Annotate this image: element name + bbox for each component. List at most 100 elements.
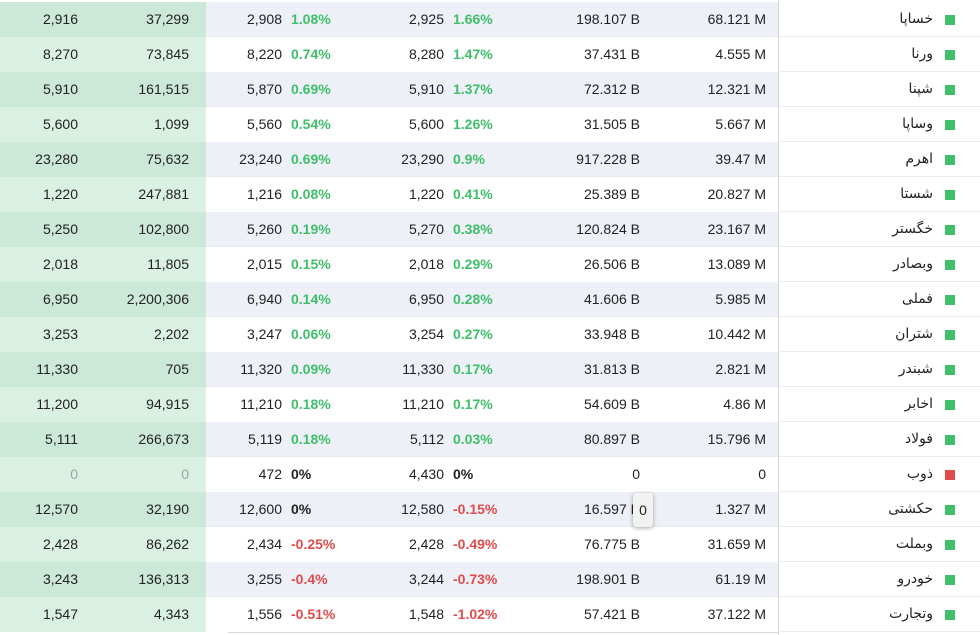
row-background: [206, 352, 778, 387]
last-price: 1,556: [246, 606, 282, 622]
close-price: 6,950: [408, 291, 444, 307]
trade-volume: 23.167 M: [707, 221, 766, 237]
close-price-change: -0.49%: [453, 536, 498, 552]
row-background: [0, 527, 206, 562]
symbol-name[interactable]: اهرم: [905, 151, 933, 167]
trade-volume: 13.089 M: [707, 256, 766, 272]
buy-price: 1,547: [42, 606, 78, 622]
table-row[interactable]: 5,250 102,800 5,260 0.19% 5,270 0.38% 120.824 …: [0, 212, 980, 247]
trade-volume: 2.821 M: [715, 361, 766, 377]
trade-value: 57.421 B: [583, 606, 640, 622]
trade-volume: 61.19 M: [715, 571, 766, 587]
table-row[interactable]: 0 0 472 0% 4,430 0% 0 0 ذوب: [0, 457, 980, 492]
table-row[interactable]: 8,270 73,845 8,220 0.74% 8,280 1.47% 37.431 B 4…: [0, 37, 980, 72]
table-row[interactable]: 1,547 4,343 1,556 -0.51% 1,548 -1.02% 57.421 B…: [0, 597, 980, 632]
table-row[interactable]: 6,950 2,200,306 6,940 0.14% 6,950 0.28% 41.606…: [0, 282, 980, 317]
last-price: 8,220: [246, 46, 282, 62]
row-background: [206, 387, 778, 422]
table-row[interactable]: 2,428 86,262 2,434 -0.25% 2,428 -0.49% 76.775 …: [0, 527, 980, 562]
symbol-name[interactable]: شبندر: [898, 361, 933, 377]
status-indicator-icon: [945, 190, 955, 200]
last-price: 11,320: [240, 361, 282, 377]
symbol-name[interactable]: خساپا: [899, 11, 933, 27]
table-row[interactable]: 5,600 1,099 5,560 0.54% 5,600 1.26% 31.505 B 5.…: [0, 107, 980, 142]
last-price: 5,560: [246, 116, 282, 132]
status-indicator-icon: [945, 365, 955, 375]
table-row[interactable]: 11,330 705 11,320 0.09% 11,330 0.17% 31.813 B 2…: [0, 352, 980, 387]
buy-price: 2,428: [42, 536, 78, 552]
status-indicator-icon: [945, 15, 955, 25]
buy-volume: 94,915: [146, 396, 189, 412]
symbol-name[interactable]: اخابر: [904, 396, 933, 412]
last-price-change: 0.69%: [291, 151, 331, 167]
row-background: [0, 282, 206, 317]
table-row[interactable]: 12,570 32,190 12,600 0% 12,580 -0.15% 16.597 B…: [0, 492, 980, 527]
symbol-name[interactable]: خگستر: [892, 221, 933, 237]
symbol-name[interactable]: ذوب: [906, 466, 933, 482]
table-row[interactable]: 2,916 37,299 2,908 1.08% 2,925 1.66% 198.107 B…: [0, 2, 980, 37]
last-price-change: 0%: [291, 501, 312, 517]
buy-volume: 161,515: [138, 81, 189, 97]
symbol-name[interactable]: فملی: [901, 291, 933, 307]
buy-volume: 32,190: [146, 501, 189, 517]
buy-price: 3,243: [42, 571, 78, 587]
last-price-change: 0.14%: [291, 291, 331, 307]
symbol-name[interactable]: شتران: [895, 326, 933, 342]
last-price: 2,434: [246, 536, 282, 552]
row-background: [0, 142, 206, 177]
close-price: 23,290: [401, 151, 444, 167]
row-background: [206, 247, 778, 282]
last-price-change: 0.08%: [291, 186, 331, 202]
trade-volume: 68.121 M: [707, 11, 766, 27]
close-price-change: 0.27%: [453, 326, 493, 342]
status-indicator-icon: [945, 330, 955, 340]
table-row[interactable]: 3,243 136,313 3,255 -0.4% 3,244 -0.73% 198.901…: [0, 562, 980, 597]
buy-price: 11,330: [36, 361, 78, 377]
table-row[interactable]: 3,253 2,202 3,247 0.06% 3,254 0.27% 33.948 B 10…: [0, 317, 980, 352]
table-row[interactable]: 23,280 75,632 23,240 0.69% 23,290 0.9% 917.228…: [0, 142, 980, 177]
symbol-name[interactable]: وتجارت: [889, 606, 933, 622]
last-price-change: 0%: [291, 466, 312, 482]
row-background: [206, 317, 778, 352]
status-indicator-icon: [945, 50, 955, 60]
row-background: [206, 177, 778, 212]
symbol-name[interactable]: فولاد: [904, 431, 933, 447]
status-indicator-icon: [945, 295, 955, 305]
buy-volume: 73,845: [146, 46, 189, 62]
symbol-name[interactable]: شپنا: [908, 81, 933, 97]
trade-value: 76.775 B: [583, 536, 640, 552]
table-row[interactable]: 1,220 247,881 1,216 0.08% 1,220 0.41% 25.389 B…: [0, 177, 980, 212]
table-row[interactable]: 5,111 266,673 5,119 0.18% 5,112 0.03% 80.897 B…: [0, 422, 980, 457]
value-tooltip: 0: [633, 493, 653, 527]
row-background: [779, 72, 980, 107]
symbol-name[interactable]: خودرو: [897, 571, 933, 587]
close-price: 2,925: [408, 11, 444, 27]
last-price-change: -0.4%: [291, 571, 328, 587]
row-background: [0, 107, 206, 142]
symbol-name[interactable]: وساپا: [902, 116, 933, 132]
last-price-change: 0.15%: [291, 256, 331, 272]
buy-volume: 86,262: [146, 536, 189, 552]
status-indicator-icon: [945, 120, 955, 130]
buy-price: 5,910: [42, 81, 78, 97]
row-background: [206, 282, 778, 317]
table-row[interactable]: 11,200 94,915 11,210 0.18% 11,210 0.17% 54.609…: [0, 387, 980, 422]
row-background: [206, 72, 778, 107]
row-background: [0, 562, 206, 597]
symbol-name[interactable]: شستا: [900, 186, 933, 202]
table-row[interactable]: 2,018 11,805 2,015 0.15% 2,018 0.29% 26.506 B 1…: [0, 247, 980, 282]
close-price-change: 0.29%: [453, 256, 493, 272]
trade-volume: 15.796 M: [707, 431, 766, 447]
status-indicator-icon: [945, 505, 955, 515]
row-background: [206, 562, 778, 597]
symbol-name[interactable]: ورنا: [911, 46, 933, 62]
symbol-name[interactable]: وبصادر: [892, 256, 933, 272]
trade-value: 37.431 B: [583, 46, 640, 62]
symbol-name[interactable]: حکشتی: [888, 501, 933, 517]
table-row[interactable]: 5,910 161,515 5,870 0.69% 5,910 1.37% 72.312 B…: [0, 72, 980, 107]
symbol-name[interactable]: وبملت: [895, 536, 933, 552]
trade-value: 16.597 B: [583, 501, 640, 517]
close-price-change: 0.41%: [453, 186, 493, 202]
trade-value: 26.506 B: [583, 256, 640, 272]
